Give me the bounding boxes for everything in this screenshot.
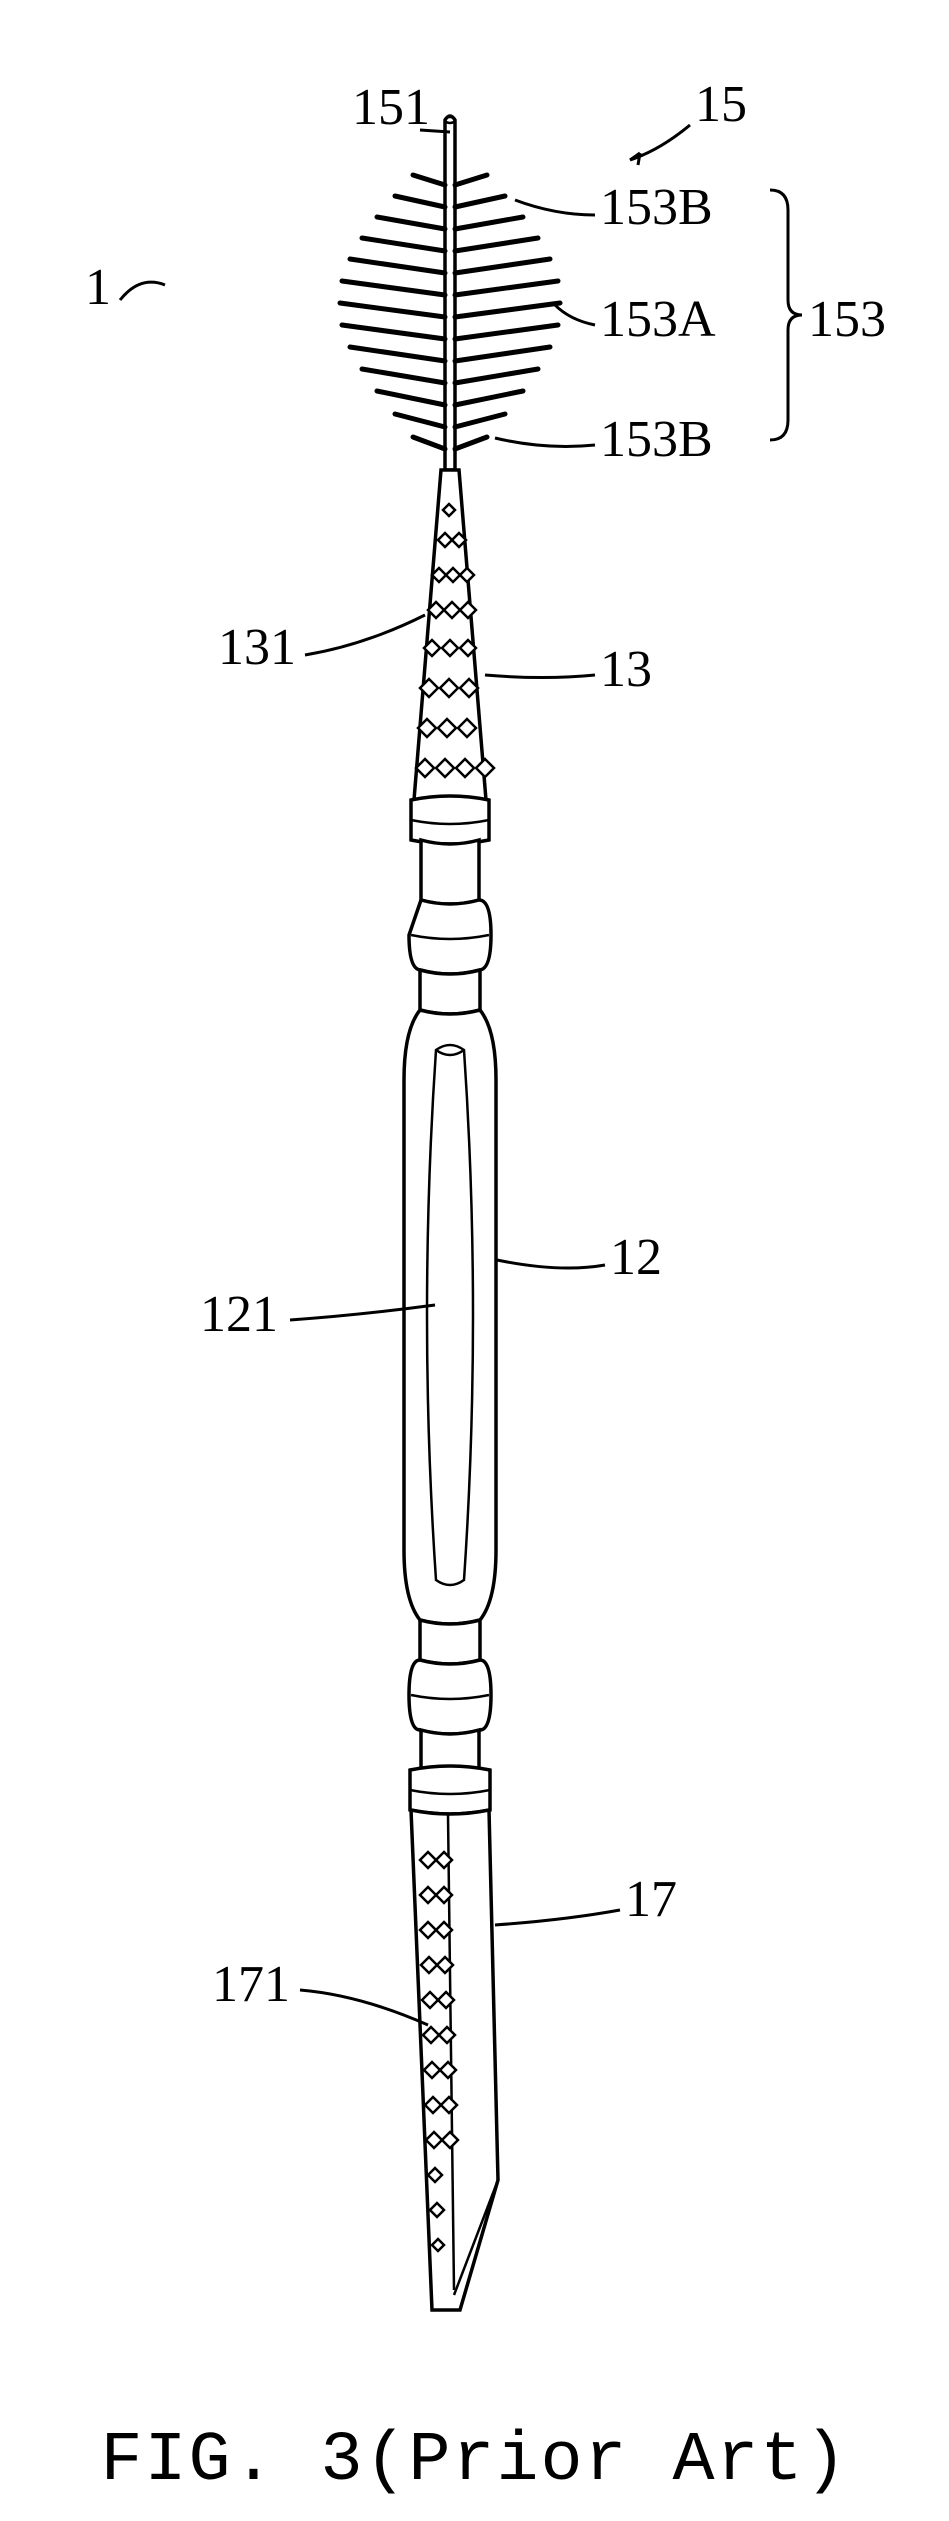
upper-cone — [414, 470, 486, 805]
leader-1 — [120, 282, 165, 300]
label-17: 17 — [625, 1870, 677, 1929]
label-121: 121 — [200, 1285, 278, 1344]
leader-12 — [497, 1260, 605, 1268]
leader-131 — [305, 615, 425, 655]
figure-drawing — [0, 0, 949, 2400]
label-1: 1 — [85, 258, 111, 317]
label-131: 131 — [218, 618, 296, 677]
brace-153 — [770, 190, 802, 440]
leader-171 — [300, 1990, 428, 2025]
collar-lower — [410, 1766, 490, 1814]
collar-upper — [411, 796, 489, 844]
neck-lower-1 — [420, 1620, 480, 1664]
leader-153b-top — [515, 200, 595, 215]
barrel — [404, 1010, 496, 1624]
label-171: 171 — [212, 1955, 290, 2014]
figure-caption: FIG. 3(Prior Art) — [0, 2422, 949, 2501]
label-15: 15 — [695, 75, 747, 134]
label-153a: 153A — [600, 290, 716, 349]
label-151: 151 — [352, 78, 430, 137]
label-153b-top: 153B — [600, 178, 713, 237]
leader-153b-bot — [495, 438, 595, 446]
label-153b-bot: 153B — [600, 410, 713, 469]
neck-upper-2 — [420, 970, 480, 1014]
leader-153a — [555, 305, 595, 325]
figure-container: 1 15 151 153B 153A 153B 153 131 13 121 1… — [0, 0, 949, 2521]
neck-upper-1 — [421, 840, 479, 904]
leader-13 — [485, 675, 595, 678]
leader-17 — [495, 1910, 620, 1925]
label-13: 13 — [600, 640, 652, 699]
label-153: 153 — [808, 290, 886, 349]
label-12: 12 — [610, 1228, 662, 1287]
